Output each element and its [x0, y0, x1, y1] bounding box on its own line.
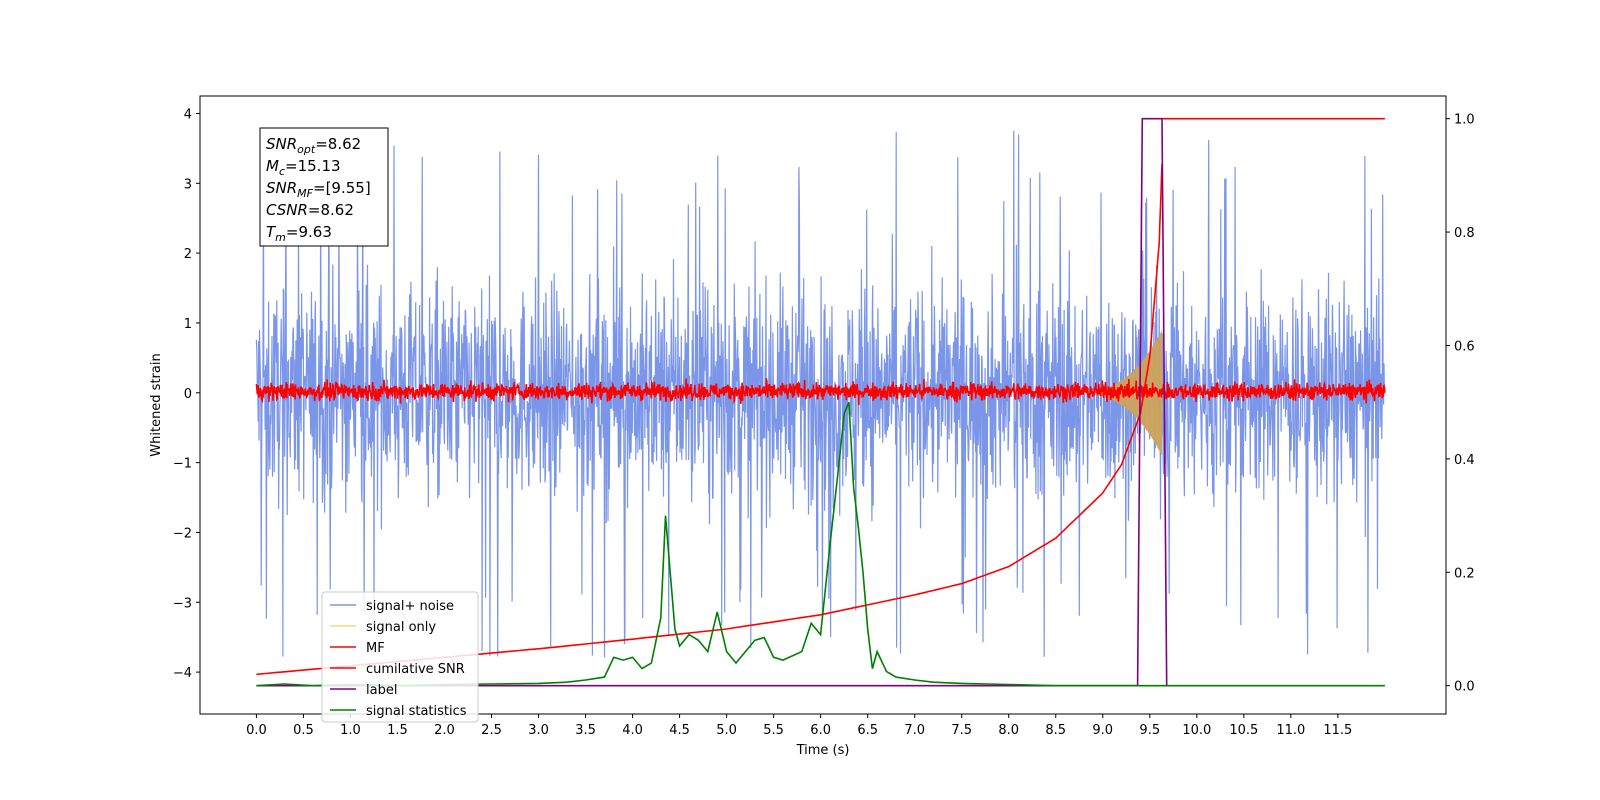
annotation-symbol: M — [266, 157, 279, 175]
legend-entry: signal statistics — [366, 704, 467, 719]
x-tick-label: 7.0 — [904, 723, 925, 738]
y-tick-label-left: −3 — [173, 596, 192, 611]
annotation-value: =8.62 — [315, 135, 361, 153]
plot-area — [255, 117, 1386, 687]
x-tick-label: 0.5 — [293, 723, 314, 738]
x-tick-label: 6.5 — [857, 723, 878, 738]
x-tick-label: 11.5 — [1323, 723, 1352, 738]
annotation-subscript: opt — [297, 143, 316, 156]
annotation-value: =[9.55] — [313, 179, 371, 197]
x-tick-label: 0.0 — [246, 723, 267, 738]
annotation-line: SNRMF=[9.55] — [266, 179, 371, 200]
annotation-box: SNRopt=8.62Mc=15.13SNRMF=[9.55]CSNR=8.62… — [259, 127, 389, 247]
legend-frame — [321, 591, 479, 723]
y-tick-label-left: 4 — [184, 107, 192, 122]
x-axis: 0.0 0.5 1.0 1.5 2.0 2.5 3.0 3.5 4.0 4.5 5.0 5.5 6.0 6… — [246, 714, 1352, 738]
y-tick-label-right: 0.8 — [1454, 226, 1475, 241]
annotation-subscript: m — [275, 231, 286, 244]
y-tick-label-left: −2 — [173, 526, 192, 541]
annotation-symbol: CSNR — [266, 201, 308, 219]
x-tick-label: 1.0 — [340, 723, 361, 738]
x-tick-label: 2.0 — [434, 723, 455, 738]
x-tick-label: 9.0 — [1092, 723, 1113, 738]
annotation-subscript: MF — [297, 187, 313, 200]
series-cumulative-snr — [256, 163, 1163, 676]
y-tick-label-right: 1.0 — [1454, 113, 1475, 128]
legend-entry: cumilative SNR — [366, 662, 465, 677]
legend-entry: label — [366, 683, 397, 698]
x-tick-label: 7.5 — [951, 723, 972, 738]
annotation-line: Mc=15.13 — [266, 157, 341, 178]
x-tick-label: 4.5 — [669, 723, 690, 738]
x-tick-label: 5.5 — [763, 723, 784, 738]
y-tick-label-left: 1 — [184, 317, 192, 332]
x-tick-label: 3.0 — [528, 723, 549, 738]
y-axis-left: 4 3 2 1 0 −1 −2 −3 −4 — [173, 107, 200, 681]
y-tick-label-left: 0 — [184, 387, 192, 402]
legend-entry: MF — [366, 641, 385, 656]
series-signal-noise — [255, 130, 1386, 658]
x-tick-label: 10.0 — [1182, 723, 1211, 738]
annotation-value: =9.63 — [286, 223, 332, 241]
y-tick-label-left: −1 — [173, 457, 192, 472]
x-tick-label: 5.0 — [716, 723, 737, 738]
series-signal-statistics — [256, 401, 1385, 687]
y-tick-label-right: 0.6 — [1454, 339, 1475, 354]
series-mf — [255, 378, 1386, 406]
y-tick-label-left: −4 — [173, 666, 192, 681]
y-axis-right: 1.0 0.8 0.6 0.4 0.2 0.0 — [1446, 113, 1475, 695]
x-tick-label: 10.5 — [1229, 723, 1258, 738]
annotation-symbol: SNR — [266, 135, 297, 153]
x-tick-label: 6.0 — [810, 723, 831, 738]
annotation-subscript: c — [279, 165, 285, 178]
annotation-value: =8.62 — [308, 201, 354, 219]
legend-entry: signal only — [366, 620, 436, 635]
y-tick-label-right: 0.2 — [1454, 566, 1475, 581]
y-tick-label-right: 0.4 — [1454, 453, 1475, 468]
y-axis-label-left: Whitened strain — [149, 353, 164, 456]
annotation-value: =15.13 — [285, 157, 341, 175]
x-tick-label: 3.5 — [575, 723, 596, 738]
x-axis-label: Time (s) — [796, 743, 850, 758]
annotation-line: CSNR=8.62 — [266, 201, 354, 219]
x-tick-label: 8.5 — [1045, 723, 1066, 738]
annotation-frame — [259, 127, 389, 247]
x-tick-label: 1.5 — [387, 723, 408, 738]
x-tick-label: 11.0 — [1276, 723, 1305, 738]
x-tick-label: 9.5 — [1139, 723, 1160, 738]
y-tick-label-left: 2 — [184, 247, 192, 262]
annotation-line: Tm=9.63 — [266, 223, 332, 244]
legend: signal+ noise signal only MF cumilative SNR… — [321, 591, 479, 723]
series-label — [256, 117, 1168, 687]
x-tick-label: 8.0 — [998, 723, 1019, 738]
y-tick-label-left: 3 — [184, 177, 192, 192]
x-tick-label: 2.5 — [481, 723, 502, 738]
annotation-line: SNRopt=8.62 — [266, 135, 361, 156]
x-tick-label: 4.0 — [622, 723, 643, 738]
axes-frame — [199, 95, 1447, 715]
y-tick-label-right: 0.0 — [1454, 680, 1475, 695]
legend-entry: signal+ noise — [366, 599, 454, 614]
annotation-symbol: T — [266, 223, 277, 241]
annotation-symbol: SNR — [266, 179, 297, 197]
